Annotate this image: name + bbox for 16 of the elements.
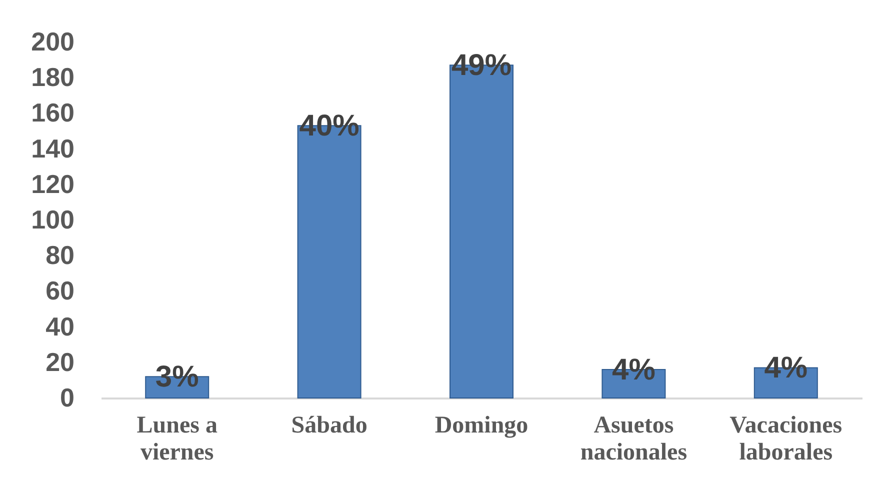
x-tick-label: Sábado (291, 412, 368, 438)
x-tick-label: Domingo (434, 412, 528, 438)
x-tick-label: Lunes a viernes (136, 412, 218, 466)
y-tick-label: 20 (46, 346, 74, 377)
y-tick-label: 120 (31, 168, 74, 199)
x-tick-label: Vacaciones laborales (730, 412, 842, 466)
y-tick-label: 60 (46, 276, 74, 306)
y-tick-label: 100 (31, 204, 74, 234)
y-tick-label: 200 (31, 26, 74, 56)
y-tick-label: 180 (31, 62, 74, 92)
y-tick-label: 80 (46, 240, 74, 270)
y-tick-label: 160 (31, 98, 74, 128)
x-tick-label: Asuetos nacionales (580, 412, 688, 466)
y-tick-label: 40 (46, 311, 74, 342)
y-tick-label: 0 (60, 382, 74, 412)
y-tick-label: 140 (31, 133, 74, 164)
